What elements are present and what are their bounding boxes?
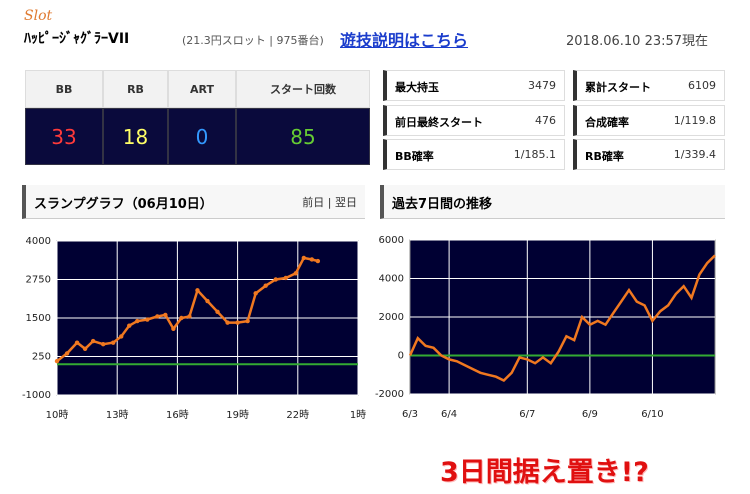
point	[301, 255, 307, 261]
stat-value: 1/339.4	[673, 148, 716, 161]
stat-label: BB確率	[395, 150, 434, 163]
y-tick-label: 250	[32, 352, 51, 363]
point	[195, 288, 200, 293]
point	[225, 320, 230, 325]
x-tick-label: 16時	[166, 409, 189, 421]
stat-label: 最大持玉	[395, 81, 439, 94]
stat-box: 前日最終スタート 476	[383, 104, 565, 136]
stat-label: 累計スタート	[585, 81, 651, 94]
point	[245, 318, 250, 324]
counter-header: BB	[25, 70, 103, 108]
counter-header: スタート回数	[236, 70, 370, 108]
stat-label: 合成確率	[585, 115, 629, 129]
x-tick-label: 19時	[226, 409, 249, 421]
stat-value: 6109	[688, 79, 716, 92]
point	[179, 315, 184, 321]
x-tick-label: 6/7	[519, 409, 535, 420]
x-tick-label: 1時	[350, 409, 366, 421]
panel-title: スランプグラフ（06月10日）	[34, 197, 213, 212]
stat-box: 最大持玉 3479	[383, 70, 565, 101]
y-tick-label: 2750	[26, 275, 51, 286]
point	[54, 358, 60, 364]
y-tick-label: 6000	[379, 235, 404, 246]
point	[155, 314, 160, 319]
stat-label: RB確率	[585, 150, 624, 163]
point	[187, 314, 192, 319]
x-tick-label: 13時	[106, 409, 129, 421]
point	[253, 291, 258, 296]
stat-box: 合成確率 1/119.8	[573, 104, 725, 136]
point	[100, 341, 106, 347]
x-tick-label: 22時	[286, 409, 309, 421]
point	[273, 277, 278, 282]
stat-value: 1/185.1	[513, 148, 556, 161]
stat-label: 前日最終スタート	[395, 115, 483, 129]
point	[127, 323, 132, 328]
x-tick-label: 6/10	[641, 409, 663, 420]
stat-value: 476	[535, 113, 556, 127]
point	[283, 275, 288, 281]
point	[235, 320, 240, 325]
point	[64, 351, 70, 356]
point	[90, 338, 96, 344]
point	[163, 312, 168, 318]
y-tick-label: 2000	[379, 312, 404, 323]
stat-box: RB確率 1/339.4	[573, 139, 725, 170]
y-tick-label: 4000	[379, 274, 404, 285]
point	[145, 317, 150, 322]
panel-title: 過去7日間の推移	[392, 197, 493, 212]
stat-value: 3479	[528, 79, 556, 92]
point	[309, 257, 315, 262]
stat-value: 1/119.8	[673, 113, 716, 127]
x-tick-label: 6/9	[582, 409, 598, 420]
y-tick-label: 0	[398, 351, 404, 362]
y-tick-label: 1500	[26, 313, 51, 324]
day-nav[interactable]: 前日 | 翌日	[302, 196, 357, 209]
x-tick-label: 6/3	[402, 409, 418, 420]
y-tick-label: 4000	[26, 236, 51, 247]
point	[315, 258, 321, 264]
charts: -1000 250 1500 2750 4000 10時 13時 16時 19時 22時 1時 -20…	[22, 235, 716, 421]
panel-header: 過去7日間の推移	[380, 185, 725, 219]
brand: Slot	[24, 8, 53, 24]
point	[205, 298, 210, 304]
counter-value: 18	[103, 108, 168, 165]
point	[171, 326, 176, 331]
x-tick-label: 10時	[46, 409, 69, 421]
x-tick-label: 6/4	[441, 409, 457, 420]
datetime: 2018.06.10 23:57現在	[566, 34, 709, 49]
point	[215, 309, 220, 315]
stat-box: 累計スタート 6109	[573, 70, 725, 101]
counter-header: RB	[103, 70, 168, 108]
y-tick-label: -2000	[375, 389, 404, 400]
point	[293, 271, 298, 276]
panel-header: スランプグラフ（06月10日） 前日 | 翌日	[22, 185, 365, 219]
machine-name: ﾊｯﾋﾟｰｼﾞｬｸﾞﾗｰVII	[24, 31, 130, 47]
counter-value: 33	[25, 108, 103, 165]
counter-value: 85	[236, 108, 370, 165]
stat-box: BB確率 1/185.1	[383, 139, 565, 170]
machine-info: (21.3円スロット | 975番台)	[182, 34, 324, 47]
caption: 3日間据え置き!?	[440, 457, 649, 488]
series-line	[408, 254, 716, 383]
point	[110, 340, 116, 345]
point	[82, 346, 88, 351]
counter-value: 0	[168, 108, 236, 165]
point	[74, 340, 80, 345]
y-tick-label: -1000	[22, 390, 51, 401]
point	[119, 334, 124, 339]
point	[263, 283, 268, 288]
counter-header: ART	[168, 70, 236, 108]
point	[135, 318, 140, 324]
help-link[interactable]: 遊技説明はこちら	[340, 31, 469, 50]
